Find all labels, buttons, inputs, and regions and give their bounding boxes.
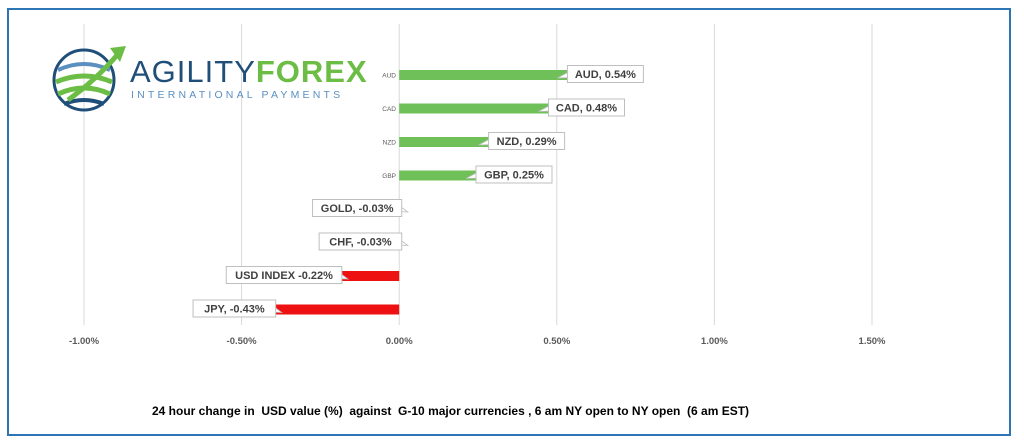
logo-wordmark-forex: FOREX bbox=[255, 54, 368, 89]
x-tick-label: 0.00% bbox=[386, 336, 413, 347]
logo-wordmark-agility: AGILITY bbox=[130, 54, 256, 89]
data-label: CHF, -0.03% bbox=[329, 237, 392, 249]
data-label-box bbox=[566, 65, 644, 83]
bar bbox=[399, 170, 478, 181]
x-tick-label: -0.50% bbox=[227, 336, 258, 347]
data-label: CAD, 0.48% bbox=[556, 103, 617, 115]
data-label-box bbox=[318, 232, 403, 251]
x-tick-label: -1.00% bbox=[69, 336, 100, 347]
logo-wordmark: AGILITYFOREX bbox=[130, 56, 368, 87]
x-tick-label: 1.00% bbox=[701, 336, 728, 347]
bar bbox=[329, 271, 400, 281]
data-label-box bbox=[547, 98, 625, 117]
agility-forex-logo: AGILITYFOREX INTERNATIONAL PAYMENTS bbox=[48, 40, 367, 115]
data-label-box bbox=[312, 199, 403, 217]
data-label: JPY, -0.43% bbox=[204, 304, 265, 316]
logo-tagline: INTERNATIONAL PAYMENTS bbox=[131, 89, 344, 101]
chart-caption: 24 hour change in USD value (%) against … bbox=[152, 404, 750, 418]
bar bbox=[399, 103, 551, 114]
bar bbox=[399, 137, 491, 147]
category-tick-label: CAD bbox=[382, 106, 396, 113]
x-tick-label: 0.50% bbox=[543, 336, 570, 347]
category-tick-label: GBP bbox=[382, 173, 396, 180]
bar bbox=[399, 70, 570, 80]
data-label: AUD, 0.54% bbox=[575, 69, 636, 81]
data-label-box bbox=[488, 132, 566, 150]
category-tick-label: NZD bbox=[383, 140, 397, 147]
data-label: NZD, 0.29% bbox=[497, 136, 557, 148]
data-label: GBP, 0.25% bbox=[484, 170, 544, 182]
data-label-box bbox=[225, 266, 343, 284]
data-label-box bbox=[192, 299, 277, 318]
globe-arrow-icon bbox=[52, 46, 126, 112]
bar bbox=[263, 304, 400, 315]
x-tick-label: 1.50% bbox=[859, 336, 886, 347]
data-label-box bbox=[475, 165, 553, 184]
data-label: GOLD, -0.03% bbox=[321, 203, 394, 215]
category-tick-label: AUD bbox=[382, 73, 396, 80]
data-label: USD INDEX -0.22% bbox=[235, 270, 333, 282]
